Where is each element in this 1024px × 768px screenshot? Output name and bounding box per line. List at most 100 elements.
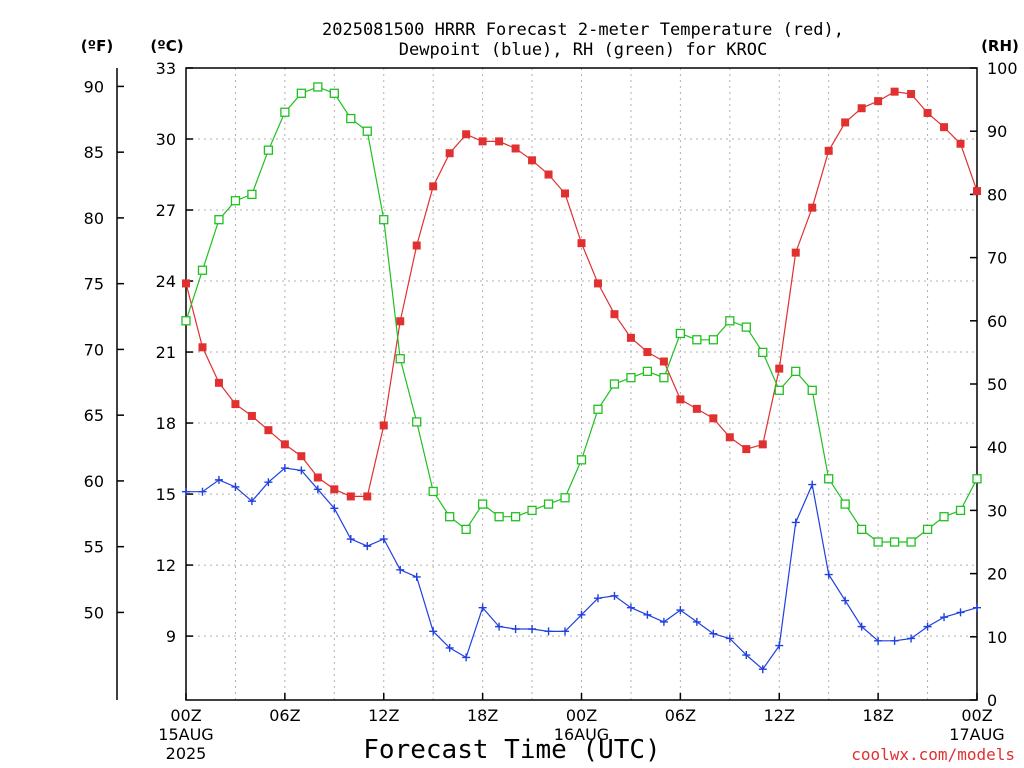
rh-point — [741, 322, 751, 332]
temperature-point — [643, 348, 652, 357]
dewpoint-point — [297, 466, 306, 475]
rh-point — [609, 379, 620, 389]
celsius-tick-label: 24 — [156, 272, 176, 291]
rh-point — [824, 474, 834, 484]
temperature-point — [346, 492, 355, 501]
temperature-point — [511, 144, 520, 153]
rh-point — [725, 316, 735, 326]
dewpoint-point — [973, 603, 981, 612]
rh-point — [379, 215, 389, 225]
dewpoint-point — [445, 643, 454, 652]
temperature-point — [577, 239, 586, 248]
rh-point — [494, 512, 504, 522]
temperature-point — [923, 108, 932, 117]
temperature-point — [841, 118, 850, 127]
dewpoint-point — [610, 591, 619, 600]
temperature-point — [462, 130, 471, 139]
dewpoint-point — [643, 610, 652, 619]
x-tick-label: 00Z — [566, 706, 597, 725]
dewpoint-point — [824, 570, 833, 579]
dewpoint-point — [528, 624, 537, 633]
rh-unit-label: (RH) — [981, 37, 1019, 55]
fahrenheit-tick-label: 70 — [84, 340, 104, 359]
rh-point — [461, 524, 471, 535]
dewpoint-point — [659, 617, 668, 626]
rh-point — [791, 366, 801, 377]
temperature-point — [775, 364, 784, 373]
dewpoint-point — [478, 603, 487, 612]
rh-point — [955, 505, 966, 516]
rh-point — [939, 512, 949, 522]
temperature-point — [808, 203, 817, 212]
celsius-tick-label: 12 — [156, 556, 176, 575]
temperature-point — [379, 421, 388, 430]
temperature-point — [791, 248, 800, 257]
dewpoint-point — [709, 629, 718, 638]
rh-tick-label: 0 — [987, 691, 997, 710]
dewpoint-point — [198, 487, 207, 496]
rh-tick-label: 50 — [987, 375, 1007, 394]
rh-point — [593, 404, 603, 414]
rh-tick-label: 40 — [987, 438, 1007, 457]
dewpoint-point — [923, 622, 932, 631]
x-tick-date-label: 17AUG — [949, 725, 1004, 744]
x-tick-label: 06Z — [269, 706, 300, 725]
rh-series — [181, 82, 982, 547]
temperature-point — [758, 440, 767, 449]
rh-point — [889, 537, 900, 547]
rh-point — [197, 265, 208, 275]
rh-point — [346, 113, 356, 124]
x-tick-date-label: 15AUG — [158, 725, 213, 744]
dewpoint-point — [313, 485, 322, 494]
rh-point — [296, 88, 307, 98]
celsius-tick-label: 18 — [156, 414, 176, 433]
dewpoint-point — [379, 535, 388, 544]
fahrenheit-tick-label: 55 — [84, 538, 104, 557]
dewpoint-point — [511, 624, 520, 633]
temperature-point — [396, 317, 405, 326]
temperature-point — [214, 378, 223, 387]
celsius-tick-label: 30 — [156, 130, 176, 149]
dewpoint-point — [561, 627, 570, 636]
rh-tick-label: 20 — [987, 565, 1007, 584]
dewpoint-point — [775, 641, 784, 650]
dewpoint-point — [495, 622, 504, 631]
temperature-point — [198, 343, 207, 352]
rh-point — [510, 512, 521, 522]
dewpoint-point — [676, 606, 685, 615]
rh-point — [807, 385, 817, 395]
x-tick-label: 12Z — [764, 706, 795, 725]
credit-text: coolwx.com/models — [851, 745, 1015, 764]
fahrenheit-tick-label: 75 — [84, 275, 104, 294]
rh-tick-label: 70 — [987, 249, 1007, 268]
chart-title-line-1: 2025081500 HRRR Forecast 2-meter Tempera… — [322, 20, 844, 40]
celsius-tick-label: 21 — [156, 343, 176, 362]
celsius-unit-label: (ºC) — [150, 37, 183, 55]
rh-point — [659, 373, 669, 383]
dewpoint-point — [940, 613, 949, 622]
x-tick-date-label: 16AUG — [554, 725, 609, 744]
temperature-point — [247, 411, 256, 420]
temperature-point — [495, 137, 504, 146]
temperature-point — [445, 149, 454, 158]
rh-point — [214, 215, 224, 225]
temperature-point — [956, 139, 965, 148]
dewpoint-point — [363, 542, 372, 551]
dewpoint-series — [182, 464, 981, 674]
dewpoint-point — [742, 651, 751, 660]
rh-point — [445, 512, 455, 522]
temperature-point — [709, 414, 718, 423]
rh-point — [247, 189, 257, 200]
dewpoint-point — [412, 572, 421, 581]
dewpoint-point — [577, 610, 586, 619]
dewpoint-point — [841, 596, 850, 605]
dewpoint-point — [692, 617, 701, 626]
temperature-point — [890, 87, 899, 96]
rh-point — [774, 385, 784, 395]
dewpoint-point — [956, 608, 965, 617]
rh-point — [395, 354, 405, 364]
dewpoint-point — [264, 478, 273, 487]
rh-point — [362, 126, 372, 136]
